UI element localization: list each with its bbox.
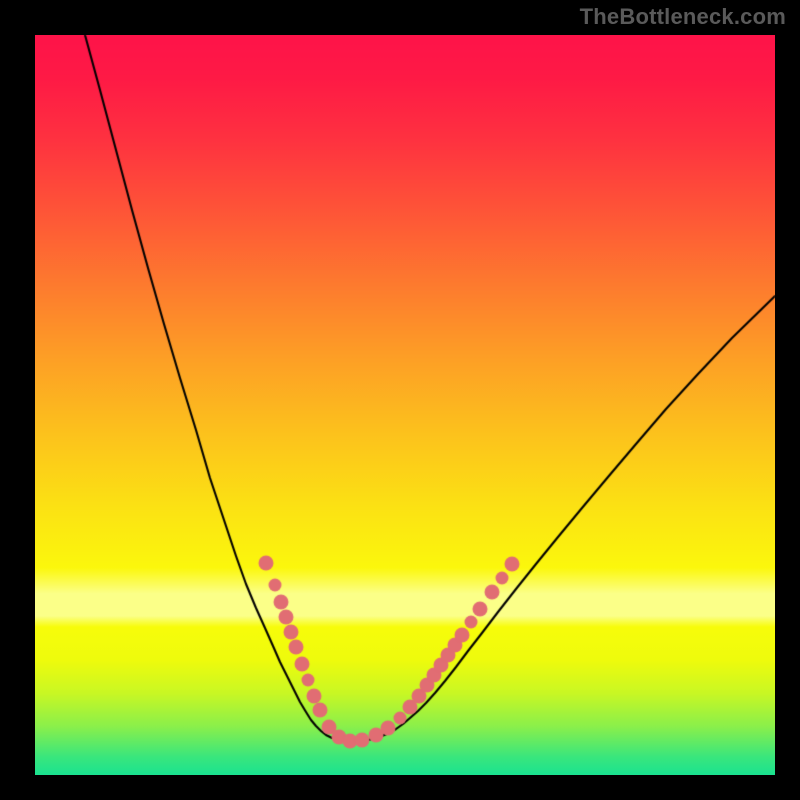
- watermark-label: TheBottleneck.com: [580, 4, 786, 30]
- bottleneck-curve: [0, 0, 800, 800]
